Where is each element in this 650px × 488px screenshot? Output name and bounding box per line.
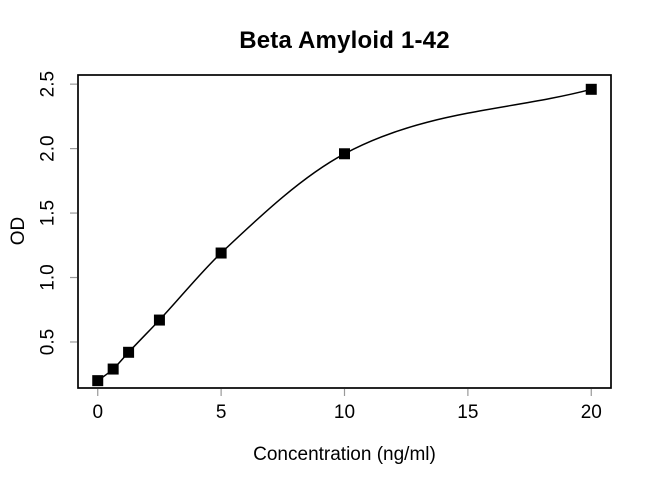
y-tick-label: 0.5 — [38, 329, 59, 355]
x-tick-label: 15 — [457, 402, 478, 423]
data-point — [215, 247, 227, 259]
x-axis-label: Concentration (ng/ml) — [253, 444, 436, 465]
y-tick-label: 2.0 — [38, 135, 59, 161]
x-tick-label: 0 — [92, 402, 103, 423]
data-point — [107, 363, 119, 375]
chart-title: Beta Amyloid 1-42 — [239, 27, 450, 54]
data-point — [153, 314, 165, 326]
data-point — [92, 375, 104, 387]
y-tick-label: 1.0 — [38, 264, 59, 290]
plot-frame — [77, 74, 612, 389]
x-tick-label: 20 — [581, 402, 602, 423]
data-point — [339, 148, 350, 160]
fit-curve — [97, 88, 592, 382]
y-tick-label: 1.5 — [38, 200, 59, 226]
x-tick-label: 5 — [216, 402, 227, 423]
y-tick-label: 2.5 — [38, 71, 59, 97]
x-tick-label: 10 — [334, 402, 355, 423]
data-point — [585, 83, 597, 95]
data-point — [123, 346, 135, 358]
